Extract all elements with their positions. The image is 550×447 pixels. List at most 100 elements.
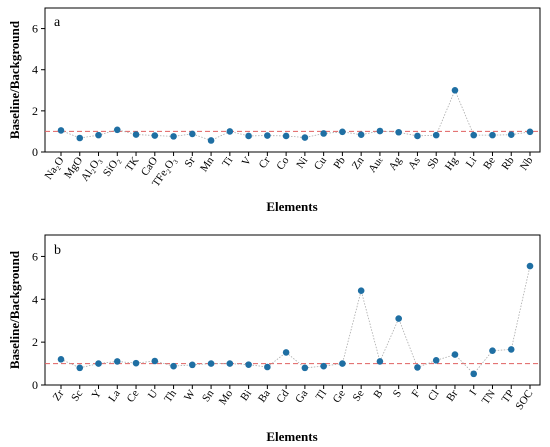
x-tick-label: U	[146, 388, 160, 401]
x-tick-label: S	[391, 388, 404, 400]
data-point	[320, 362, 327, 370]
data-point	[414, 132, 421, 140]
x-tick-label: V	[240, 155, 254, 168]
data-point	[226, 360, 234, 367]
plot-frame	[44, 234, 541, 386]
data-point	[151, 357, 159, 365]
data-point	[245, 361, 252, 368]
data-point	[207, 137, 215, 144]
x-tick-label: Mn	[198, 154, 217, 174]
data-point	[357, 287, 365, 295]
x-tick-label: SOC	[513, 388, 535, 412]
y-tick-label: 4	[32, 63, 38, 77]
x-tick-label: Na₂O	[43, 155, 67, 182]
data-point	[507, 131, 515, 139]
data-point	[395, 128, 402, 136]
data-point	[451, 351, 459, 358]
x-tick-label: Sc	[69, 388, 85, 404]
data-point	[264, 132, 271, 139]
x-tick-label: Co	[274, 154, 291, 172]
x-tick-label: B	[371, 388, 385, 401]
x-tick-label: Ti	[220, 155, 235, 170]
data-point	[470, 370, 478, 378]
y-tick-label: 2	[32, 335, 38, 349]
data-point	[76, 364, 84, 372]
x-tick-label: Li	[464, 155, 479, 170]
x-tick-label: Rb	[500, 154, 517, 172]
x-tick-label: Be	[481, 155, 498, 172]
data-point	[432, 131, 440, 139]
x-tick-label: Sb	[425, 154, 442, 171]
data-point	[95, 131, 102, 139]
data-point	[526, 128, 534, 136]
data-point	[226, 128, 234, 135]
x-tick-label: Sr	[182, 155, 198, 170]
x-tick-label: Mo	[217, 387, 236, 407]
x-tick-label: SiO₂	[101, 155, 123, 179]
data-point	[470, 131, 478, 139]
data-point	[282, 132, 290, 140]
data-point	[282, 349, 290, 356]
x-tick-label: Cd	[274, 387, 291, 405]
data-point	[320, 130, 327, 137]
data-point	[170, 362, 177, 370]
x-tick-label: I	[467, 388, 479, 398]
x-axis-label: Elements	[266, 429, 317, 444]
x-tick-label: Auₜ	[366, 155, 385, 175]
x-tick-label: Se	[350, 388, 366, 404]
series-connector-line	[60, 89, 531, 141]
data-point	[113, 358, 121, 365]
data-point	[526, 262, 534, 270]
y-tick-label: 0	[32, 145, 38, 159]
x-tick-label: TN	[480, 388, 498, 407]
y-axis-label: Baseline/Background	[7, 20, 22, 139]
data-point	[264, 363, 271, 371]
data-point	[113, 126, 121, 134]
x-tick-label: Ga	[293, 388, 310, 405]
x-tick-label: Ni	[294, 155, 310, 171]
x-tick-label: Al₂O₃	[79, 155, 104, 184]
data-point	[489, 347, 496, 355]
x-tick-label: Zn	[350, 154, 367, 171]
x-tick-label: Ba	[256, 388, 273, 405]
y-axis-label: Baseline/Background	[7, 250, 22, 369]
data-point	[395, 315, 402, 322]
x-tick-label: Zr	[51, 388, 67, 404]
data-point	[57, 127, 65, 134]
x-tick-label: La	[106, 388, 123, 404]
x-tick-label: Ge	[331, 388, 348, 405]
data-point	[451, 86, 459, 94]
data-point	[76, 134, 84, 142]
x-tick-label: Y	[90, 388, 104, 401]
data-point	[376, 358, 384, 365]
x-tick-label: Cu	[312, 154, 329, 172]
x-tick-label: W	[182, 387, 198, 403]
x-tick-label: Nb	[518, 154, 536, 172]
plot-frame	[44, 7, 541, 153]
series-connector-line	[60, 265, 531, 375]
x-tick-label: Bi	[238, 388, 254, 403]
y-tick-label: 6	[32, 22, 38, 36]
x-tick-label: Ce	[125, 388, 142, 405]
x-tick-label: Cl	[426, 388, 442, 403]
y-tick-label: 2	[32, 104, 38, 118]
chart-panel-b: b Baseline/Background Elements 0 2 4 6 Zr Sc Y…	[7, 234, 541, 444]
y-tick-label: 6	[32, 249, 38, 263]
data-point	[489, 131, 496, 139]
panel-label: b	[54, 243, 61, 258]
data-point	[414, 364, 421, 371]
data-point	[57, 355, 65, 363]
data-point	[151, 132, 159, 139]
data-point	[376, 127, 384, 135]
data-point	[432, 357, 440, 364]
y-tick-label: 4	[32, 292, 38, 306]
panel-label: a	[54, 15, 61, 30]
x-tick-label: Sn	[200, 387, 217, 404]
x-axis-label: Elements	[266, 199, 317, 214]
x-tick-label: As	[406, 155, 423, 172]
x-tick-label: Th	[162, 387, 179, 404]
data-point	[245, 132, 252, 140]
data-point	[301, 134, 309, 141]
x-tick-label: F	[410, 388, 423, 400]
data-point	[507, 346, 515, 353]
